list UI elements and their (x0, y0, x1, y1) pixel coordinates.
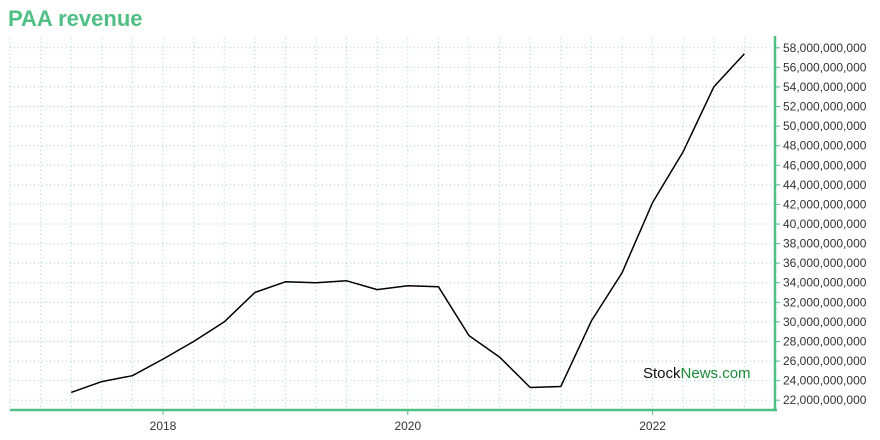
y-tick-label: 30,000,000,000 (783, 315, 867, 329)
revenue-line (70, 53, 745, 394)
y-tick-label: 36,000,000,000 (783, 256, 867, 270)
chart-title: PAA revenue (8, 6, 143, 31)
y-tick-label: 52,000,000,000 (783, 100, 867, 114)
watermark-news: News.com (680, 365, 751, 382)
vertical-gridlines (9, 38, 776, 410)
y-tick-label: 28,000,000,000 (783, 334, 867, 348)
y-tick-label: 34,000,000,000 (783, 276, 867, 290)
y-tick-label: 40,000,000,000 (783, 217, 867, 231)
x-tick-label: 2018 (150, 419, 177, 433)
x-axis-ticks: 2018 2020 2022 (150, 410, 666, 433)
y-tick-label: 58,000,000,000 (783, 41, 867, 55)
x-tick-label: 2020 (394, 419, 421, 433)
y-tick-label: 44,000,000,000 (783, 178, 867, 192)
y-tick-label: 38,000,000,000 (783, 237, 867, 251)
y-tick-label: 32,000,000,000 (783, 295, 867, 309)
stocknews-watermark: StockNews.com (643, 365, 751, 382)
y-tick-label: 56,000,000,000 (783, 60, 867, 74)
y-tick-label: 22,000,000,000 (783, 393, 867, 407)
x-tick-label: 2022 (639, 419, 666, 433)
y-tick-label: 24,000,000,000 (783, 374, 867, 388)
y-axis-ticks: 22,000,000,000 24,000,000,000 26,000,000,0… (775, 41, 867, 407)
y-tick-label: 54,000,000,000 (783, 80, 867, 94)
y-tick-label: 50,000,000,000 (783, 119, 867, 133)
y-tick-label: 48,000,000,000 (783, 139, 867, 153)
series-group (70, 53, 745, 394)
y-tick-label: 26,000,000,000 (783, 354, 867, 368)
y-tick-label: 46,000,000,000 (783, 158, 867, 172)
horizontal-gridlines (10, 47, 775, 401)
y-tick-label: 42,000,000,000 (783, 197, 867, 211)
watermark-stock: Stock (643, 365, 681, 382)
